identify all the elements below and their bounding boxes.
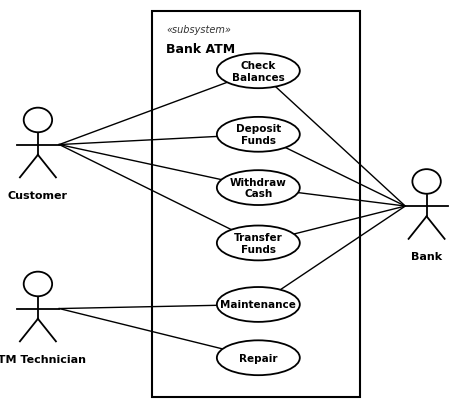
Text: Repair: Repair: [239, 353, 278, 363]
Text: ATM Technician: ATM Technician: [0, 354, 86, 364]
Text: Transfer
Funds: Transfer Funds: [234, 233, 283, 254]
Text: Check
Balances: Check Balances: [232, 61, 285, 82]
Text: Deposit
Funds: Deposit Funds: [236, 124, 281, 146]
Ellipse shape: [217, 54, 300, 89]
Bar: [152, 12, 360, 397]
Text: «subsystem»: «subsystem»: [166, 25, 231, 34]
Ellipse shape: [217, 171, 300, 205]
Ellipse shape: [217, 287, 300, 322]
Ellipse shape: [217, 117, 300, 153]
Ellipse shape: [217, 340, 300, 375]
Text: Withdraw
Cash: Withdraw Cash: [230, 178, 287, 199]
Text: Bank ATM: Bank ATM: [166, 43, 235, 56]
Text: Customer: Customer: [8, 190, 68, 200]
Text: Bank: Bank: [411, 252, 442, 261]
Ellipse shape: [217, 226, 300, 261]
Text: Maintenance: Maintenance: [220, 300, 296, 310]
